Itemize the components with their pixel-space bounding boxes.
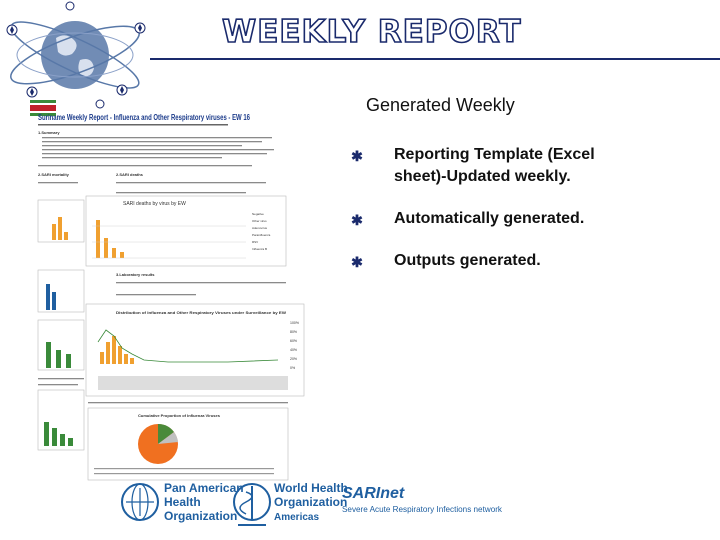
chart1-legend-item: Negative [252,212,264,216]
bullet-text: Automatically generated. [394,210,585,227]
asterisk-bullet-icon: ✱ [351,148,363,164]
chart1-legend-item: RSV [252,240,258,244]
sarinet-tagline: Severe Acute Respiratory Infections netw… [342,504,503,514]
chart1-legend-item: Parainfluenza [252,233,271,237]
bullet-item: ✱ Reporting Template (Excel sheet)-Update… [350,144,650,188]
chart1-legend-item: Adenovirus [252,226,268,230]
globe-network-icon [6,1,146,109]
asterisk-bullet-icon: ✱ [351,212,363,228]
asterisk-bullet-icon: ✱ [351,254,363,270]
sarinet-logo: SARInet [342,485,405,502]
chart2-y-tick: 60% [290,339,297,343]
who-region-label: Americas [274,512,319,523]
chart2-y-tick: 80% [290,330,297,334]
footer-logos: Pan American Health Organization World H… [121,481,503,526]
bullet-item: ✱ Outputs generated. [350,250,650,272]
report-heading: Suriname Weekly Report - Influenza and O… [38,113,250,122]
report-lab-heading: 3.Laboratory results [116,272,155,277]
suriname-flag-icon [30,100,56,116]
who-name-line: World Health [274,481,348,495]
weekly-report-thumbnail: Suriname Weekly Report - Influenza and O… [30,100,305,481]
paho-name-line: Organization [164,509,237,523]
bullet-text: Outputs generated. [394,252,541,269]
paho-name-line: Pan American [164,481,244,495]
bullet-text: Reporting Template (Excel sheet)-Updated… [394,146,595,185]
chart1-title: SARI deaths by virus by EW [123,201,186,207]
slide-subtitle: Generated Weekly [366,95,515,115]
report-sari-mortality-heading: 2.SARI mortality [38,172,70,177]
chart2-y-tick: 100% [290,321,299,325]
who-logo-icon [233,483,271,521]
report-summary-heading: 1.Summary [38,130,60,135]
chart2-y-tick: 40% [290,348,297,352]
chart2-title: Distribution of Influenza and Other Resp… [116,310,286,315]
chart2-y-tick: 20% [290,357,297,361]
chart3-title: Cumulative Proportion of Influenza Virus… [138,413,221,418]
who-name-line: Organization [274,495,347,509]
paho-name-line: Health [164,495,201,509]
chart1-legend-item: Other virus [252,219,267,223]
report-deaths-heading: 2.SARI deaths [116,172,144,177]
bullet-list: ✱ Reporting Template (Excel sheet)-Update… [350,144,650,292]
chart2-y-tick: 0% [290,366,295,370]
slide-title: WEEKLY REPORT [221,13,522,51]
chart1-legend-item: Influenza B [252,247,267,251]
paho-logo-icon [121,483,159,521]
bullet-item: ✱ Automatically generated. [350,208,650,230]
title-divider [150,58,720,60]
